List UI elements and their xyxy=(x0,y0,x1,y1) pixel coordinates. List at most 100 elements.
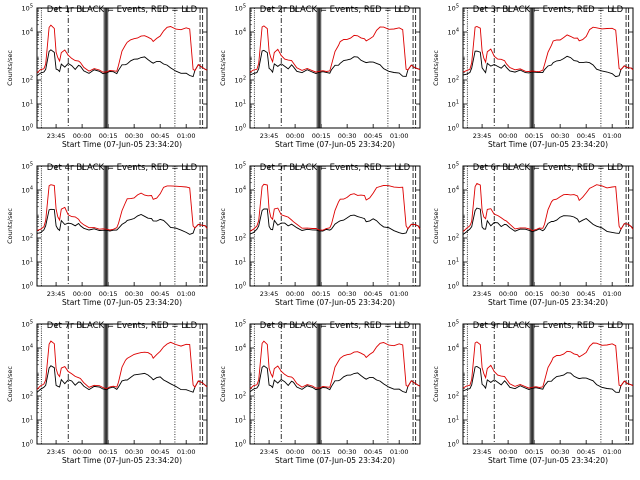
y-tick-label: 104 xyxy=(22,186,33,195)
panel-title: Det 9r BLACK = Events, RED = LLD xyxy=(473,321,624,331)
x-axis-label: Start Time (07-Jun-05 23:34:20) xyxy=(275,456,395,465)
y-tick-label: 105 xyxy=(22,4,33,13)
x-tick-label: 23:45 xyxy=(47,448,66,456)
y-tick-label: 104 xyxy=(235,186,246,195)
detector-panel: Det 1r BLACK = Events, RED = LLD 100 101 10… xyxy=(6,4,208,149)
lld-series-line xyxy=(36,184,208,231)
plot-frame xyxy=(249,165,421,287)
x-tick-label: 00:45 xyxy=(577,132,596,140)
detector-panel: Det 9r BLACK = Events, RED = LLD 100 101 10… xyxy=(432,320,634,465)
x-tick-label: 23:45 xyxy=(473,132,492,140)
y-tick-label: 105 xyxy=(448,162,459,171)
x-tick-label: 00:30 xyxy=(125,290,144,298)
x-tick-label: 00:30 xyxy=(125,448,144,456)
x-tick-label: 00:30 xyxy=(338,132,357,140)
lld-series-line xyxy=(462,26,634,73)
x-tick-label: 01:00 xyxy=(177,132,196,140)
y-tick-label: 104 xyxy=(235,28,246,37)
y-tick-label: 100 xyxy=(22,124,33,133)
y-tick-label: 102 xyxy=(448,392,459,401)
x-tick-label: 00:00 xyxy=(286,448,305,456)
lld-series-line xyxy=(462,341,634,389)
x-tick-label: 00:45 xyxy=(364,448,383,456)
y-axis-label: Counts/sec xyxy=(219,50,227,86)
x-tick-label: 01:00 xyxy=(390,448,409,456)
events-series-line xyxy=(249,208,421,235)
y-tick-label: 102 xyxy=(235,76,246,85)
events-series-line xyxy=(36,365,208,393)
x-tick-label: 00:00 xyxy=(73,132,92,140)
x-tick-label: 00:00 xyxy=(73,290,92,298)
x-tick-label: 00:45 xyxy=(364,132,383,140)
y-tick-label: 104 xyxy=(235,344,246,353)
lld-series-line xyxy=(36,340,208,390)
events-series-line xyxy=(249,365,421,394)
lld-series-line xyxy=(462,182,634,232)
detector-panel: Det 7r BLACK = Events, RED = LLD 100 101 10… xyxy=(6,320,208,465)
lld-series-line xyxy=(36,24,208,74)
x-tick-label: 00:15 xyxy=(312,290,331,298)
x-tick-label: 00:45 xyxy=(364,290,383,298)
events-series-line xyxy=(462,207,634,235)
detector-panel: Det 5r BLACK = Events, RED = LLD 100 101 10… xyxy=(219,162,421,307)
y-tick-label: 102 xyxy=(448,234,459,243)
y-tick-label: 101 xyxy=(22,100,33,109)
x-tick-label: 00:00 xyxy=(73,448,92,456)
y-tick-label: 101 xyxy=(22,258,33,267)
y-tick-label: 101 xyxy=(22,416,33,425)
panel-title: Det 1r BLACK = Events, RED = LLD xyxy=(47,5,198,15)
y-tick-label: 105 xyxy=(448,4,459,13)
x-tick-label: 00:00 xyxy=(286,132,305,140)
y-tick-label: 100 xyxy=(448,282,459,291)
y-tick-label: 100 xyxy=(448,124,459,133)
x-tick-label: 00:30 xyxy=(338,448,357,456)
x-tick-label: 00:45 xyxy=(577,448,596,456)
y-tick-label: 105 xyxy=(22,320,33,329)
y-tick-label: 102 xyxy=(22,392,33,401)
events-series-line xyxy=(462,366,634,393)
y-tick-label: 101 xyxy=(448,258,459,267)
x-tick-label: 01:00 xyxy=(390,132,409,140)
x-tick-label: 23:45 xyxy=(47,290,66,298)
y-axis-label: Counts/sec xyxy=(219,208,227,244)
y-axis-label: Counts/sec xyxy=(6,208,14,244)
plot-frame xyxy=(462,165,634,287)
x-tick-label: 00:15 xyxy=(99,448,118,456)
y-tick-label: 104 xyxy=(22,344,33,353)
y-axis-label: Counts/sec xyxy=(6,50,14,86)
y-tick-label: 100 xyxy=(22,440,33,449)
x-tick-label: 00:15 xyxy=(525,290,544,298)
y-tick-label: 104 xyxy=(22,28,33,37)
x-axis-label: Start Time (07-Jun-05 23:34:20) xyxy=(488,140,608,149)
y-tick-label: 100 xyxy=(448,440,459,449)
lld-series-line xyxy=(249,183,421,232)
y-tick-label: 100 xyxy=(22,282,33,291)
x-axis-label: Start Time (07-Jun-05 23:34:20) xyxy=(62,456,182,465)
panel-title: Det 6r BLACK = Events, RED = LLD xyxy=(473,163,624,173)
plot-frame xyxy=(36,323,208,445)
y-tick-label: 101 xyxy=(235,258,246,267)
detector-panel: Det 4r BLACK = Events, RED = LLD 100 101 10… xyxy=(6,162,208,307)
x-tick-label: 00:30 xyxy=(125,132,144,140)
x-tick-label: 00:45 xyxy=(151,290,170,298)
y-tick-label: 105 xyxy=(22,162,33,171)
plot-frame xyxy=(462,7,634,129)
x-tick-label: 00:15 xyxy=(99,132,118,140)
y-tick-label: 100 xyxy=(235,124,246,133)
x-tick-label: 23:45 xyxy=(473,290,492,298)
y-tick-label: 102 xyxy=(235,234,246,243)
x-tick-label: 23:45 xyxy=(260,290,279,298)
x-tick-label: 01:00 xyxy=(177,290,196,298)
x-tick-label: 01:00 xyxy=(177,448,196,456)
x-axis-label: Start Time (07-Jun-05 23:34:20) xyxy=(62,140,182,149)
plot-frame xyxy=(249,7,421,129)
x-tick-label: 00:00 xyxy=(499,448,518,456)
x-tick-label: 01:00 xyxy=(390,290,409,298)
events-series-line xyxy=(462,50,634,78)
plot-frame xyxy=(462,323,634,445)
x-tick-label: 00:15 xyxy=(99,290,118,298)
lld-series-line xyxy=(249,340,421,390)
plot-frame xyxy=(36,7,208,129)
y-axis-label: Counts/sec xyxy=(6,366,14,402)
